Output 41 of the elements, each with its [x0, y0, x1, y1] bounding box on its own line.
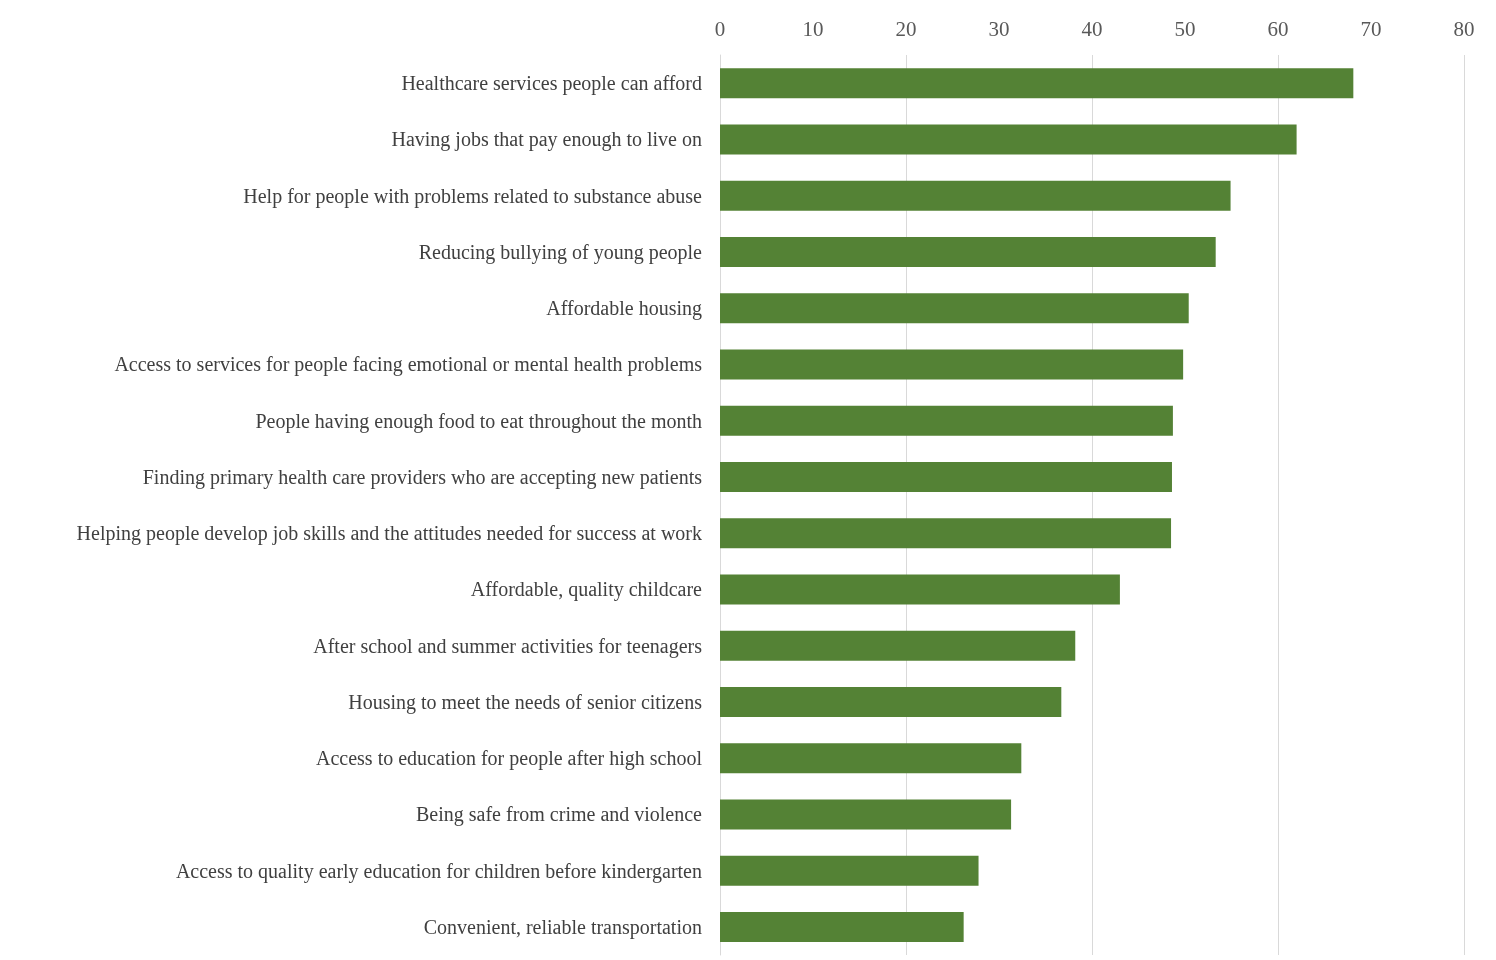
- bar: [720, 180, 1231, 211]
- bar: [720, 855, 979, 886]
- y-tick-label: Having jobs that pay enough to live on: [391, 128, 702, 152]
- bar: [720, 124, 1297, 155]
- y-tick-label: Access to quality early education for children before kindergarten: [175, 859, 702, 883]
- bar: [720, 405, 1173, 436]
- y-tick-label: Access to services for people facing emotional or mental health problems: [114, 353, 703, 377]
- bar: [720, 630, 1076, 661]
- x-tick-label: 40: [1081, 16, 1103, 41]
- y-tick-label: Being safe from crime and violence: [416, 803, 703, 827]
- y-tick-label: Convenient, reliable transportation: [423, 915, 702, 939]
- x-tick-label: 70: [1360, 16, 1382, 41]
- bar: [720, 799, 1012, 830]
- bar: [720, 236, 1216, 267]
- bar: [720, 68, 1354, 99]
- x-tick-label: 20: [895, 16, 917, 41]
- y-tick-label: Help for people with problems related to substance abuse: [243, 184, 703, 208]
- x-tick-label: 60: [1267, 16, 1289, 41]
- x-tick-label: 30: [988, 16, 1010, 41]
- y-tick-label: Affordable, quality childcare: [470, 578, 703, 602]
- bar: [720, 461, 1172, 492]
- y-tick-label: People having enough food to eat throughout the month: [255, 409, 702, 433]
- y-tick-label: Finding primary health care providers who are accepting new patients: [142, 465, 703, 489]
- bar: [720, 743, 1022, 774]
- y-tick-label: After school and summer activities for teenagers: [313, 634, 703, 658]
- x-tick-label: 0: [714, 16, 726, 41]
- x-tick-label: 50: [1174, 16, 1196, 41]
- bar: [720, 518, 1172, 549]
- x-tick-label: 10: [802, 16, 824, 41]
- y-tick-label: Healthcare services people can afford: [401, 72, 702, 96]
- bar: [720, 349, 1184, 380]
- x-tick-label: 80: [1453, 16, 1475, 41]
- bar: [720, 293, 1189, 324]
- y-tick-label: Access to education for people after high school: [316, 747, 703, 771]
- bar: [720, 574, 1120, 605]
- y-tick-label: Affordable housing: [546, 297, 702, 321]
- y-tick-label: Helping people develop job skills and the attitudes needed for success at work: [76, 522, 702, 546]
- y-tick-label: Housing to meet the needs of senior citizens: [348, 690, 703, 714]
- bar: [720, 911, 964, 942]
- bar: [720, 686, 1062, 717]
- y-tick-label: Reducing bullying of young people: [418, 240, 703, 264]
